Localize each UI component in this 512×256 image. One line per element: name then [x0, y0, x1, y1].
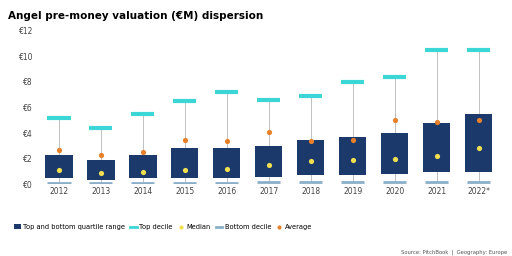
- Point: [97, 171, 105, 175]
- Legend: Top and bottom quartile range, Top decile, Median, Bottom decile, Average: Top and bottom quartile range, Top decil…: [11, 221, 315, 233]
- Point: [97, 153, 105, 157]
- Point: [391, 157, 399, 161]
- Point: [265, 163, 273, 167]
- Point: [139, 169, 147, 174]
- Point: [433, 154, 441, 158]
- Point: [349, 137, 357, 142]
- Bar: [465, 114, 493, 172]
- Point: [181, 137, 189, 142]
- Point: [349, 158, 357, 162]
- Bar: [297, 140, 325, 175]
- Bar: [381, 133, 409, 174]
- Point: [265, 130, 273, 134]
- Point: [223, 167, 231, 171]
- Bar: [213, 148, 241, 178]
- Point: [433, 120, 441, 124]
- Point: [307, 159, 315, 163]
- Bar: [255, 146, 283, 177]
- Bar: [45, 155, 73, 178]
- Bar: [129, 155, 157, 178]
- Text: Angel pre-money valuation (€M) dispersion: Angel pre-money valuation (€M) dispersio…: [8, 11, 263, 21]
- Bar: [87, 160, 115, 180]
- Point: [307, 139, 315, 143]
- Text: Source: PitchBook  |  Geography: Europe: Source: PitchBook | Geography: Europe: [400, 249, 507, 255]
- Point: [181, 168, 189, 172]
- Point: [55, 148, 63, 152]
- Bar: [423, 123, 451, 172]
- Point: [55, 168, 63, 172]
- Point: [391, 118, 399, 122]
- Point: [475, 118, 483, 122]
- Point: [475, 146, 483, 151]
- Point: [139, 150, 147, 154]
- Bar: [339, 137, 367, 175]
- Bar: [171, 148, 199, 178]
- Point: [223, 139, 231, 143]
